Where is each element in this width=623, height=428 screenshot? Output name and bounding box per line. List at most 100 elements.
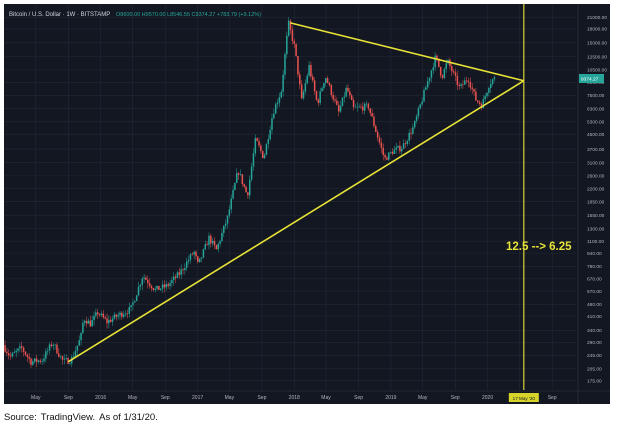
- candle-body-down: [332, 94, 334, 100]
- candle-body-up: [87, 320, 90, 324]
- candle-body-up: [254, 138, 257, 154]
- y-tick-label: 1550.00: [587, 213, 605, 219]
- candle-body-up: [141, 278, 143, 285]
- candle-body-up: [69, 363, 71, 364]
- y-tick-label: 480.00: [587, 302, 602, 308]
- time-axis[interactable]: May Sep 2016 May Sep 2017 May Sep 2018 May Sep 2019…: [31, 393, 557, 402]
- candle-body-down: [328, 82, 331, 86]
- candle-body-up: [282, 74, 284, 92]
- candle-body-up: [130, 305, 132, 308]
- candle-body-down: [369, 108, 371, 113]
- candle-body-up: [19, 346, 21, 349]
- candle-body-down: [334, 99, 336, 101]
- candle-body-up: [59, 356, 62, 357]
- candle-body-up: [267, 139, 270, 144]
- y-tick-label: 340.00: [587, 328, 602, 334]
- candle-body-down: [436, 55, 438, 59]
- x-tick-label: May: [418, 395, 428, 401]
- x-tick-label: 2019: [385, 395, 396, 401]
- candle-body-down: [371, 112, 373, 117]
- y-tick-label: 12500.00: [587, 54, 607, 60]
- y-tick-label: 6300.00: [587, 106, 605, 112]
- candle-body-down: [61, 356, 64, 360]
- candle-body-down: [465, 80, 468, 82]
- candle-body-up: [41, 361, 43, 362]
- candle-body-up: [108, 319, 110, 324]
- candle-body-down: [215, 245, 218, 250]
- candle-body-down: [8, 353, 10, 356]
- candle-body-up: [302, 91, 305, 99]
- candle-body-up: [172, 276, 175, 281]
- candle-body-up: [72, 356, 75, 358]
- candle-body-down: [247, 192, 249, 196]
- candle-body-down: [317, 99, 320, 103]
- last-price-text: 9374.27: [581, 76, 599, 82]
- candle-body-up: [354, 107, 357, 108]
- candle-body-down: [391, 152, 394, 154]
- candle-body-up: [417, 108, 420, 117]
- candle-body-down: [6, 351, 8, 354]
- candle-body-up: [176, 272, 179, 278]
- candle-body-up: [204, 244, 207, 250]
- candle-body-up: [80, 332, 82, 341]
- y-tick-label: 245.00: [587, 353, 602, 359]
- candle-body-up: [263, 154, 266, 159]
- candle-body-up: [426, 81, 429, 88]
- candle-body-up: [169, 283, 171, 286]
- last-price-badge: [579, 73, 604, 83]
- candle-body-down: [315, 91, 318, 100]
- candle-body-down: [380, 142, 383, 148]
- candle-body-up: [430, 70, 433, 78]
- candle-body-down: [96, 312, 99, 315]
- candle-body-down: [462, 84, 464, 85]
- chart-frame: 21000.00 18000.00 15000.00 12500.00 10500.00…: [1, 1, 617, 423]
- candle-body-down: [174, 276, 177, 278]
- candle-body-down: [367, 103, 370, 109]
- x-tick-label: May: [31, 395, 41, 401]
- y-tick-label: 3100.00: [587, 160, 605, 166]
- x-tick-label: Sep: [451, 395, 460, 401]
- candle-body-up: [100, 313, 103, 316]
- candle-body-up: [156, 285, 158, 289]
- candle-body-up: [46, 350, 49, 352]
- candle-body-up: [287, 20, 290, 36]
- candle-body-down: [382, 147, 384, 155]
- candle-body-up: [402, 143, 405, 149]
- candle-body-down: [148, 283, 151, 286]
- candle-body-up: [434, 55, 436, 68]
- candle-body-up: [11, 352, 14, 357]
- candle-body-up: [345, 87, 347, 97]
- candle-body-up: [119, 312, 121, 316]
- candle-body-down: [28, 356, 30, 359]
- candle-body-down: [147, 279, 149, 284]
- candle-body-down: [438, 58, 440, 67]
- y-tick-label: 1850.00: [587, 200, 605, 206]
- candle-body-up: [189, 254, 192, 261]
- candle-body-down: [195, 251, 197, 257]
- candle-body-up: [388, 152, 390, 160]
- candle-body-up: [33, 358, 36, 362]
- candle-body-up: [464, 80, 466, 85]
- candle-body-up: [278, 97, 281, 103]
- y-tick-label: 1100.00: [587, 239, 604, 245]
- candle-body-up: [321, 88, 323, 92]
- candle-body-up: [17, 348, 19, 351]
- trendline-lower: [67, 80, 525, 363]
- candle-body-down: [109, 319, 112, 322]
- candle-body-up: [389, 152, 392, 153]
- candle-body-up: [63, 358, 66, 360]
- candle-body-up: [65, 358, 67, 359]
- candle-body-up: [428, 77, 431, 82]
- candle-body-down: [378, 137, 381, 143]
- candle-body-down: [24, 351, 27, 355]
- bitcoin-weekly-chart[interactable]: 21000.00 18000.00 15000.00 12500.00 10500.00…: [4, 4, 610, 404]
- candle-body-down: [260, 145, 262, 151]
- candle-body-up: [76, 345, 79, 351]
- candle-body-down: [145, 277, 147, 280]
- price-axis[interactable]: 21000.00 18000.00 15000.00 12500.00 10500.00…: [579, 15, 607, 385]
- candle-body-up: [484, 96, 486, 100]
- candle-body-up: [239, 174, 242, 175]
- candle-body-up: [193, 251, 195, 255]
- candle-body-up: [230, 198, 232, 210]
- x-tick-label: 2018: [289, 395, 300, 401]
